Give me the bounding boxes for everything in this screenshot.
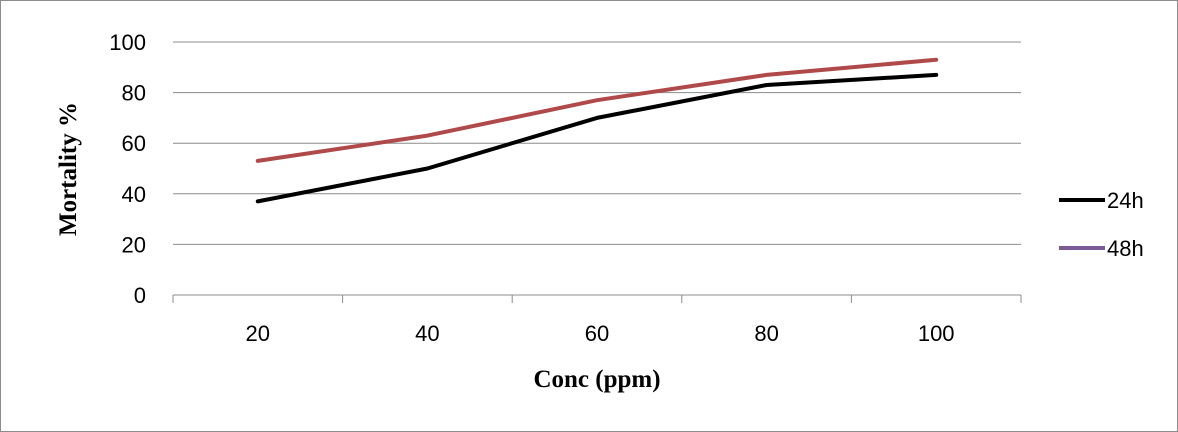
legend: 24h 48h xyxy=(1059,188,1144,261)
series-line-24h xyxy=(255,72,939,204)
legend-label-24h: 24h xyxy=(1107,188,1144,213)
y-axis-title: Mortality % xyxy=(55,102,82,236)
y-tick-label: 0 xyxy=(134,283,146,308)
gridlines xyxy=(173,41,1021,245)
x-tick-label: 60 xyxy=(585,321,609,346)
y-tick-label: 20 xyxy=(122,232,146,257)
series-lines xyxy=(255,57,939,204)
axes xyxy=(172,294,1022,303)
y-tick-label: 100 xyxy=(109,30,146,55)
x-tick-label: 20 xyxy=(246,321,270,346)
x-tick-label: 80 xyxy=(754,321,778,346)
y-tick-label: 60 xyxy=(122,131,146,156)
x-tick-labels: 20 40 60 80 100 xyxy=(246,321,955,346)
x-axis-title: Conc (ppm) xyxy=(533,366,660,393)
y-tick-label: 40 xyxy=(122,182,146,207)
x-tick-label: 40 xyxy=(415,321,439,346)
y-tick-labels: 0 20 40 60 80 100 xyxy=(109,30,146,308)
legend-label-48h: 48h xyxy=(1107,236,1144,261)
x-tick-label: 100 xyxy=(918,321,955,346)
series-line-48h xyxy=(255,57,939,163)
y-tick-label: 80 xyxy=(122,81,146,106)
